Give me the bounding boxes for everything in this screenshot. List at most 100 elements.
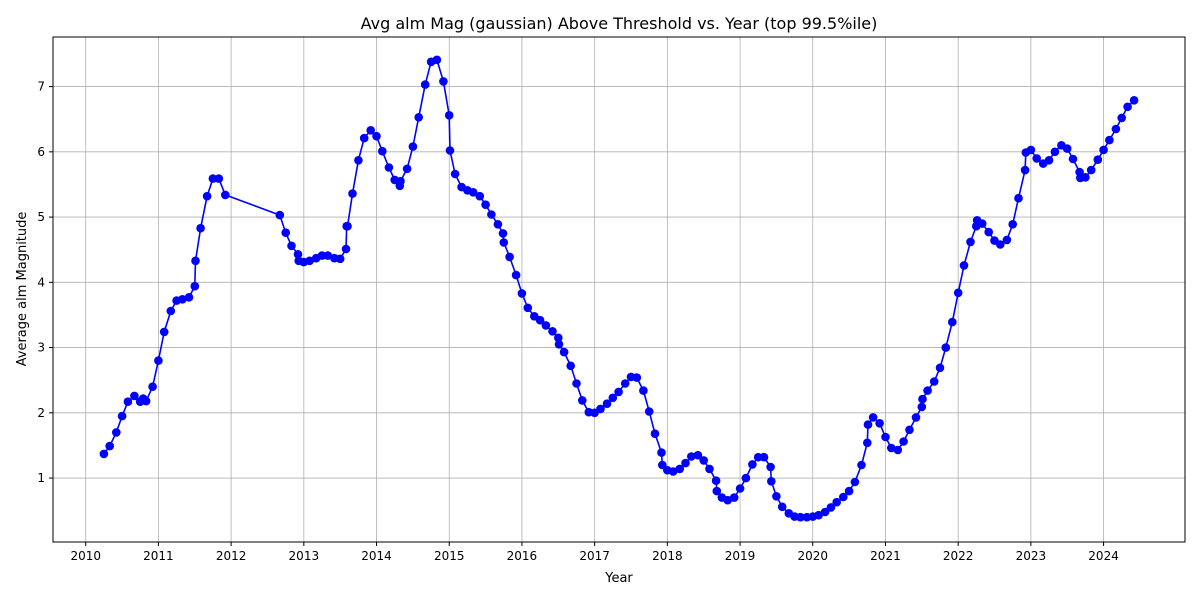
data-point xyxy=(923,386,932,395)
x-tick-label: 2013 xyxy=(289,549,320,563)
data-point xyxy=(402,164,412,174)
data-point xyxy=(105,441,114,451)
x-tick-label: 2018 xyxy=(652,549,683,563)
data-point xyxy=(366,126,376,135)
data-point xyxy=(554,340,564,349)
data-point xyxy=(572,379,581,388)
data-point xyxy=(941,343,951,352)
data-point xyxy=(881,432,890,442)
data-point xyxy=(948,317,957,327)
data-point xyxy=(966,237,975,247)
data-point xyxy=(341,244,351,254)
data-point xyxy=(863,438,872,448)
data-point xyxy=(712,486,722,496)
data-point xyxy=(1026,145,1036,155)
data-point xyxy=(214,174,224,183)
data-point xyxy=(505,252,514,262)
data-point xyxy=(850,477,860,487)
data-point xyxy=(523,303,533,313)
data-point xyxy=(1014,193,1023,203)
data-point xyxy=(766,462,775,472)
data-point xyxy=(1020,165,1030,175)
data-point xyxy=(899,437,908,446)
data-point xyxy=(687,452,696,461)
y-tick-label: 4 xyxy=(37,275,45,289)
data-point xyxy=(348,189,357,198)
data-point xyxy=(123,397,133,407)
data-point xyxy=(1086,165,1096,175)
x-axis-ticks: 2010 2011 2012 2013 2014 2015 2016 2017 2018 2019… xyxy=(70,542,1119,563)
series-markers xyxy=(99,55,1139,522)
plot-frame xyxy=(52,36,1186,543)
data-point xyxy=(359,133,369,143)
data-point xyxy=(984,227,993,237)
data-point xyxy=(1068,154,1078,164)
data-point xyxy=(723,495,732,505)
data-point xyxy=(432,55,442,65)
series-line xyxy=(103,58,1135,519)
data-point xyxy=(977,219,987,228)
data-point xyxy=(1111,124,1121,134)
x-tick-label: 2022 xyxy=(943,549,974,563)
y-tick-label: 1 xyxy=(37,471,45,485)
data-point xyxy=(668,467,678,476)
data-point xyxy=(499,238,509,247)
data-point xyxy=(1044,156,1054,165)
data-point xyxy=(918,394,927,404)
data-point xyxy=(208,174,218,183)
data-point xyxy=(420,80,430,89)
data-point xyxy=(148,382,157,392)
data-point xyxy=(99,449,109,459)
data-point xyxy=(632,373,642,382)
data-point xyxy=(275,210,285,220)
data-point xyxy=(1099,145,1108,155)
x-tick-label: 2021 xyxy=(870,549,901,563)
data-point xyxy=(535,315,545,325)
data-point xyxy=(475,191,485,201)
chart-title: Avg alm Mag (gaussian) Above Threshold v… xyxy=(361,14,878,33)
x-tick-label: 2011 xyxy=(143,549,174,563)
x-tick-label: 2024 xyxy=(1088,549,1119,563)
data-point xyxy=(644,407,654,416)
x-tick-label: 2020 xyxy=(797,549,828,563)
data-point xyxy=(657,448,666,457)
data-point xyxy=(767,477,776,486)
data-point xyxy=(681,458,690,468)
data-point xyxy=(130,391,139,401)
data-point xyxy=(820,507,830,517)
data-point xyxy=(323,251,333,260)
data-point xyxy=(384,163,394,172)
data-point xyxy=(166,306,176,316)
x-axis-label: Year xyxy=(604,571,633,586)
data-point xyxy=(566,361,575,371)
data-point xyxy=(548,327,557,336)
data-point xyxy=(141,396,151,406)
data-point xyxy=(396,176,405,186)
y-tick-label: 6 xyxy=(37,145,45,159)
data-point xyxy=(826,503,836,512)
data-point xyxy=(705,464,714,474)
data-point xyxy=(343,221,352,231)
data-point xyxy=(487,210,496,219)
series-line-layer xyxy=(103,58,1135,519)
data-point xyxy=(578,396,587,405)
data-point xyxy=(372,131,381,141)
data-point xyxy=(184,293,194,302)
x-tick-label: 2016 xyxy=(507,549,538,563)
data-point xyxy=(857,460,866,470)
data-point xyxy=(445,146,455,155)
data-point xyxy=(468,188,478,197)
data-point xyxy=(639,386,648,395)
data-point xyxy=(196,223,205,233)
data-point xyxy=(1105,135,1114,145)
data-point xyxy=(202,191,212,201)
data-point xyxy=(953,288,963,298)
data-point xyxy=(178,295,187,304)
data-point xyxy=(559,347,569,357)
data-point xyxy=(554,333,563,343)
data-point xyxy=(481,200,490,209)
data-point xyxy=(887,443,896,453)
data-point xyxy=(675,464,684,474)
data-point xyxy=(729,493,739,502)
